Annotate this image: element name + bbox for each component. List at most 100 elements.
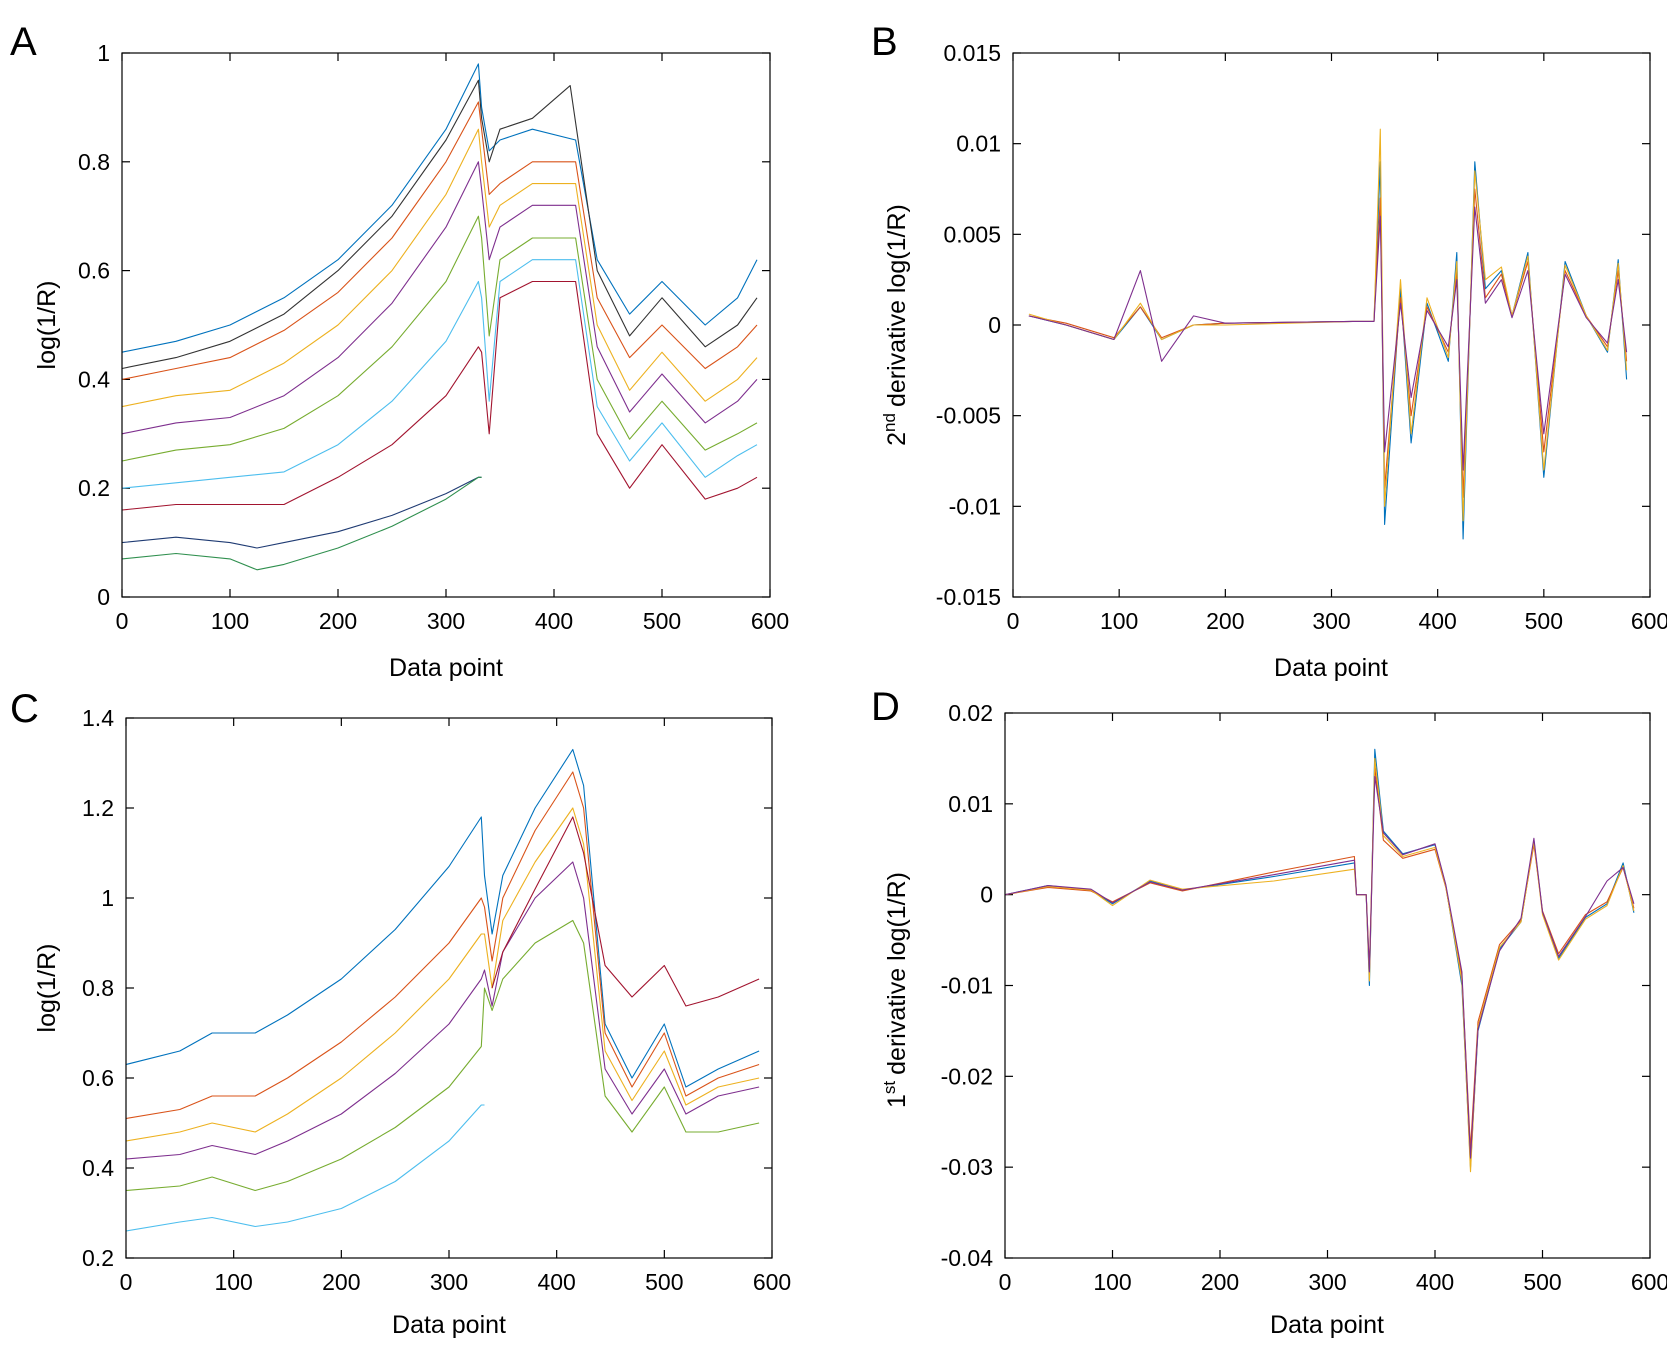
- panel-a-xtick-label: 100: [211, 608, 249, 634]
- panel-b-y-axis-label-ordinal: 2: [883, 432, 911, 446]
- panel-d-series-line: [1004, 766, 1635, 1150]
- panel-a-series-line: [121, 476, 482, 571]
- panel-b-ytick-label: -0.015: [936, 584, 1001, 610]
- panel-c-y-axis-label: log(1/R): [33, 944, 61, 1033]
- panel-b-x-axis-label: Data point: [1274, 654, 1388, 682]
- panel-b-ytick-label: -0.01: [949, 493, 1001, 519]
- panel-a-xtick-label: 400: [535, 608, 573, 634]
- panel-d-axes-box: [1004, 712, 1651, 1259]
- panel-a-y-axis-label: log(1/R): [33, 281, 61, 370]
- panel-c: C 0 100 200 300 400 500 600 0.2 0.4 0.6 0.8 1 1.2 1.4…: [10, 687, 791, 1339]
- panel-d-x-axis-label: Data point: [1270, 1311, 1384, 1339]
- panel-a-ticks: 0 100 200 300 400 500 600 0 0.2 0.4 0.6 0.8 1: [78, 40, 789, 634]
- panel-c-series-line: [125, 1104, 485, 1232]
- panel-a-series-line: [121, 63, 758, 353]
- panel-c-xtick-label: 100: [214, 1269, 252, 1295]
- panel-a-series-line: [121, 476, 482, 549]
- panel-c-series-line: [125, 861, 760, 1160]
- panel-a-ytick-label: 0: [97, 584, 110, 610]
- panel-c-ytick-label: 1.4: [82, 705, 114, 731]
- panel-a-series-line: [121, 79, 758, 370]
- panel-d-xtick-label: 300: [1308, 1269, 1346, 1295]
- panel-c-series-line: [125, 771, 760, 1120]
- panel-a-series: [121, 63, 758, 571]
- panel-d: D 0 100 200 300 400 500 600 -0.04 -0.03 -0.02 -0.0…: [871, 685, 1667, 1339]
- panel-b-xtick-label: 300: [1312, 608, 1350, 634]
- panel-a-letter: A: [10, 20, 37, 64]
- panel-b-ytick-label: 0.005: [943, 221, 1001, 247]
- panel-c-xtick-label: 200: [322, 1269, 360, 1295]
- panel-a-series-line: [121, 215, 758, 462]
- panel-d-ytick-label: -0.04: [941, 1245, 994, 1271]
- panel-a-series-line: [121, 280, 758, 511]
- panel-c-xtick-label: 300: [430, 1269, 468, 1295]
- panel-c-xtick-label: 500: [645, 1269, 683, 1295]
- panel-c-ytick-label: 0.6: [82, 1065, 114, 1091]
- panel-b: B 0 100 200 300 400 500 600 -0.015 -0.01 -0.005 0 0…: [871, 20, 1667, 682]
- panel-a-ytick-label: 0.4: [78, 366, 110, 392]
- panel-d-y-axis-label-superscript: st: [880, 1081, 899, 1095]
- panel-c-xtick-label: 600: [753, 1269, 791, 1295]
- panel-c-series: [125, 748, 760, 1232]
- panel-b-series: [1028, 128, 1628, 540]
- panel-d-series-line: [1004, 776, 1635, 1159]
- panel-a-xtick-label: 300: [427, 608, 465, 634]
- panel-a-series-line: [121, 259, 758, 489]
- panel-d-xtick-label: 100: [1093, 1269, 1131, 1295]
- panel-c-xtick-label: 0: [120, 1269, 133, 1295]
- panel-d-ticks: 0 100 200 300 400 500 600 -0.04 -0.03 -0.02 -0.01 0…: [941, 700, 1667, 1295]
- panel-a-ytick-label: 0.6: [78, 258, 110, 284]
- panel-c-axes-box: [125, 717, 773, 1259]
- panel-b-ytick-label: 0: [988, 312, 1001, 338]
- panel-b-axes-box: [1012, 52, 1651, 598]
- panel-c-ytick-label: 0.4: [82, 1155, 114, 1181]
- panel-a-series-line: [121, 128, 758, 408]
- panel-d-xtick-label: 400: [1416, 1269, 1454, 1295]
- panel-d-series-line: [1004, 757, 1635, 1173]
- panel-c-x-axis-label: Data point: [392, 1311, 506, 1339]
- panel-a-xtick-label: 0: [116, 608, 129, 634]
- panel-c-series-line: [125, 919, 760, 1192]
- panel-d-ytick-label: -0.01: [941, 973, 993, 999]
- panel-b-y-axis-label: 2nd derivative log(1/R): [880, 204, 911, 446]
- panel-b-xtick-label: 100: [1100, 608, 1138, 634]
- panel-b-y-axis-label-superscript: nd: [880, 413, 899, 432]
- panel-a-ytick-label: 0.2: [78, 475, 110, 501]
- panel-d-y-axis-label-ordinal: 1: [883, 1094, 911, 1108]
- panel-b-y-axis-label-text: derivative log(1/R): [883, 204, 911, 407]
- panel-a-series-line: [121, 161, 758, 435]
- panel-a-ytick-label: 1: [97, 40, 110, 66]
- panel-b-xtick-label: 0: [1007, 608, 1020, 634]
- panel-a: A 0 100 200 300 400 500 600 0 0.2 0.4 0.6 0.8 1 Data…: [10, 20, 789, 682]
- panel-c-series-line: [491, 816, 760, 1007]
- panel-d-ytick-label: 0: [980, 882, 993, 908]
- panel-c-ticks: 0 100 200 300 400 500 600 0.2 0.4 0.6 0.8 1 1.2 1.4: [82, 705, 791, 1295]
- panel-d-ytick-label: 0.02: [948, 700, 993, 726]
- panel-d-letter: D: [871, 685, 900, 729]
- panel-b-xtick-label: 400: [1418, 608, 1456, 634]
- panel-b-xtick-label: 200: [1206, 608, 1244, 634]
- panel-b-xtick-label: 600: [1631, 608, 1667, 634]
- panel-b-series-line: [1028, 206, 1628, 471]
- panel-b-xtick-label: 500: [1525, 608, 1563, 634]
- panel-d-ytick-label: -0.02: [941, 1063, 993, 1089]
- panel-c-ytick-label: 0.8: [82, 975, 114, 1001]
- panel-d-ytick-label: -0.03: [941, 1154, 993, 1180]
- panel-d-series: [1004, 748, 1635, 1173]
- panel-d-xtick-label: 600: [1631, 1269, 1667, 1295]
- panel-c-letter: C: [10, 687, 39, 731]
- panel-a-axes-box: [121, 52, 771, 598]
- panel-b-ytick-label: 0.015: [943, 40, 1001, 66]
- panel-b-letter: B: [871, 20, 898, 64]
- panel-a-x-axis-label: Data point: [389, 654, 503, 682]
- panel-a-series-line: [121, 101, 758, 380]
- panel-b-ytick-label: -0.005: [936, 403, 1001, 429]
- panel-c-series-line: [125, 748, 760, 1088]
- panel-d-xtick-label: 500: [1523, 1269, 1561, 1295]
- panel-c-ytick-label: 0.2: [82, 1245, 114, 1271]
- panel-d-ytick-label: 0.01: [948, 791, 993, 817]
- panel-c-xtick-label: 400: [537, 1269, 575, 1295]
- panel-d-xtick-label: 0: [999, 1269, 1012, 1295]
